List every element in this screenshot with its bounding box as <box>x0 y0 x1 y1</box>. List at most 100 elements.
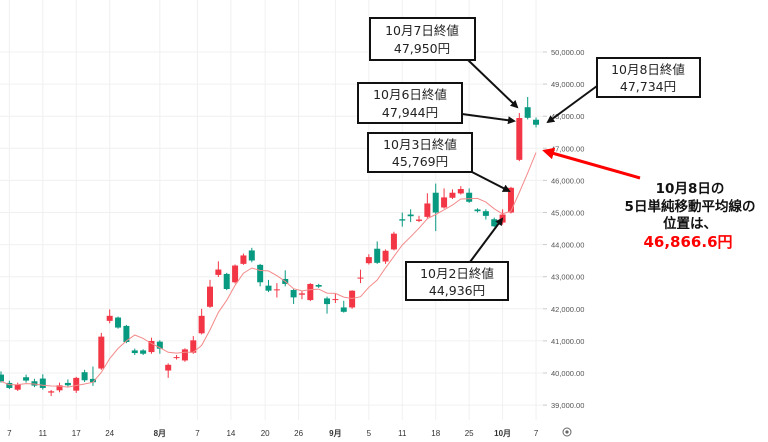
candle <box>357 269 364 284</box>
y-tick-label: 40,000.00 <box>551 369 584 378</box>
y-tick-label: 42,000.00 <box>551 305 584 314</box>
sma-line <box>0 152 537 388</box>
candle <box>98 332 105 370</box>
svg-text:46,866.6円: 46,866.6円 <box>643 233 732 251</box>
arrow-oct6 <box>461 113 516 125</box>
arrow-sma <box>542 147 641 180</box>
candle-body <box>524 107 531 118</box>
candle-body <box>382 250 389 262</box>
svg-text:47,734円: 47,734円 <box>620 79 676 94</box>
candle-body <box>424 203 431 217</box>
svg-text:10月8日の: 10月8日の <box>656 181 725 197</box>
candle-body <box>98 336 105 369</box>
candle <box>165 363 172 378</box>
y-tick-label: 48,000.00 <box>551 112 584 121</box>
candle <box>273 283 280 298</box>
candle <box>23 374 30 383</box>
candle-body <box>298 293 305 295</box>
candle <box>324 296 331 314</box>
candle <box>81 369 88 382</box>
grid <box>0 0 545 420</box>
candle <box>466 188 473 203</box>
candle-body <box>123 325 130 342</box>
svg-text:10月6日終値: 10月6日終値 <box>373 87 447 102</box>
y-tick-label: 49,000.00 <box>551 80 584 89</box>
candle <box>457 186 464 195</box>
candle <box>190 336 197 354</box>
candle-body <box>416 219 422 221</box>
svg-text:5日単純移動平均線の: 5日単純移動平均線の <box>625 198 756 215</box>
candle <box>374 241 381 264</box>
svg-text:10月3日終値: 10月3日終値 <box>383 137 457 152</box>
candle <box>232 264 239 284</box>
candle <box>432 183 439 232</box>
candle-body <box>181 349 188 361</box>
y-tick-label: 47,000.00 <box>551 144 584 153</box>
x-tick-label: 20 <box>261 429 270 438</box>
candle <box>148 337 155 354</box>
candle <box>39 374 46 390</box>
candle-body <box>273 289 280 291</box>
candle <box>156 340 163 354</box>
candle-body <box>115 317 122 328</box>
x-tick-label: 26 <box>294 429 303 438</box>
candle-body <box>23 377 30 381</box>
candle <box>257 263 264 287</box>
x-tick-label: 25 <box>465 429 474 438</box>
candle-body <box>340 307 347 312</box>
candle <box>290 288 297 304</box>
candle-body <box>207 286 213 307</box>
svg-text:10月2日終値: 10月2日終値 <box>420 266 494 281</box>
candle-body <box>131 350 138 354</box>
candle-body <box>31 381 38 386</box>
candle <box>382 249 389 264</box>
candle <box>516 112 523 162</box>
candle <box>56 382 63 393</box>
candle <box>399 212 406 227</box>
candle-body <box>324 298 331 305</box>
arrow-oct2 <box>469 217 504 263</box>
x-tick-label: 8月 <box>154 429 166 438</box>
candle <box>390 231 397 251</box>
candle <box>123 324 130 344</box>
candle <box>407 209 414 223</box>
candle <box>424 193 431 219</box>
candle <box>173 355 180 360</box>
candle-body <box>474 209 481 212</box>
x-tick-label: 17 <box>72 429 81 438</box>
x-axis: 7 11 17 24 8月 7 14 20 26 9月 5 11 18 25 10月 7 <box>7 429 539 438</box>
candle <box>533 117 540 128</box>
candle <box>265 279 272 293</box>
candle-body <box>290 290 297 298</box>
candle <box>416 215 422 223</box>
candle <box>181 348 188 362</box>
candle <box>106 309 113 324</box>
candle-body <box>73 377 80 391</box>
candle <box>240 253 247 265</box>
candle-body <box>165 364 172 371</box>
candle-body <box>0 374 4 382</box>
svg-text:10月7日終値: 10月7日終値 <box>385 23 459 38</box>
candle-body <box>156 341 163 349</box>
x-tick-label: 24 <box>105 429 114 438</box>
candle-body <box>457 189 464 194</box>
candle-body <box>64 382 71 386</box>
candle <box>365 254 372 265</box>
y-tick-label: 43,000.00 <box>551 273 584 282</box>
svg-text:47,950円: 47,950円 <box>394 41 450 56</box>
settings-icon[interactable] <box>562 427 572 437</box>
candle-body <box>307 283 314 301</box>
sma-annotation: 10月8日の 5日単純移動平均線の 位置は、 46,866.6円 <box>625 181 756 251</box>
candle-body <box>315 284 322 287</box>
y-axis: 50,000.00 49,000.00 48,000.00 47,000.00 46,0… <box>543 48 584 410</box>
annotation-oct2: 10月2日終値 44,936円 <box>405 261 509 301</box>
candle-body <box>223 273 230 289</box>
y-tick-label: 39,000.00 <box>551 401 584 410</box>
candle-body <box>39 378 46 388</box>
candle-body <box>215 269 222 275</box>
x-tick-label: 7 <box>534 429 539 438</box>
arrow-oct3 <box>469 170 511 192</box>
y-tick-label: 44,000.00 <box>551 241 584 250</box>
candle-body <box>399 219 406 221</box>
